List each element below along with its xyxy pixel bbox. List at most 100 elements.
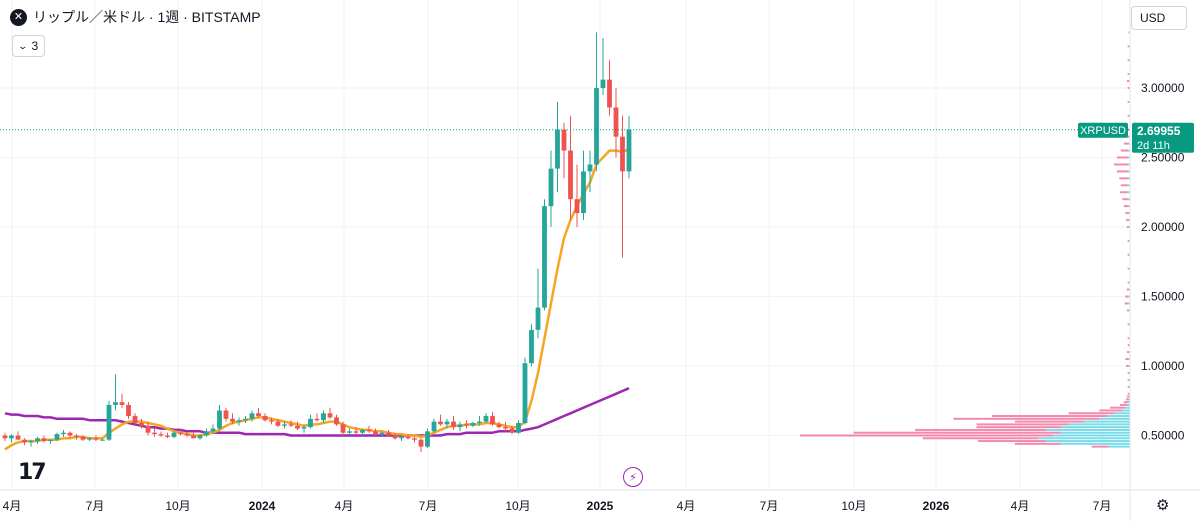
x-tick-label: 7月 xyxy=(1093,499,1112,513)
candles xyxy=(2,32,632,453)
volume-bar-down xyxy=(1125,358,1129,361)
volume-bar-down xyxy=(915,428,1046,431)
currency-button[interactable]: USD xyxy=(1131,6,1187,30)
volume-bar-down xyxy=(1120,149,1129,152)
volume-bar-up xyxy=(1125,406,1130,409)
candle-body xyxy=(80,436,86,440)
x-tick-label: 10月 xyxy=(505,499,530,513)
x-tick-label: 7月 xyxy=(86,499,105,513)
settings-icon[interactable]: ⚙ xyxy=(1156,497,1170,514)
volume-bar-up xyxy=(1122,409,1130,412)
symbol-legend[interactable]: ✕ リップル／米ドル · 1週 · BITSTAMP xyxy=(10,7,261,27)
volume-bar-up xyxy=(1128,295,1130,298)
candle-body xyxy=(126,404,131,417)
volume-bar-down xyxy=(1119,177,1129,180)
volume-bar-up xyxy=(1106,415,1130,418)
volume-bar-up xyxy=(1128,198,1130,201)
price-tag-countdown: 2d 11h xyxy=(1137,140,1170,152)
candle-body xyxy=(522,363,528,423)
volume-bar-down xyxy=(1120,184,1128,187)
volume-bar-up xyxy=(1128,205,1130,208)
volume-bar-down xyxy=(800,434,1054,437)
volume-bar-down xyxy=(1127,45,1130,48)
candle-body xyxy=(574,199,580,214)
volume-bar-down xyxy=(1125,295,1129,298)
x-tick-label: 4月 xyxy=(677,499,696,513)
volume-profile xyxy=(800,31,1130,448)
candle-body xyxy=(191,435,196,439)
candle-body xyxy=(555,129,560,169)
volume-bar-down xyxy=(1120,191,1128,194)
candle-body xyxy=(444,421,450,425)
ma-slow-line xyxy=(4,387,630,437)
candle-body xyxy=(405,436,411,439)
candle-body xyxy=(334,417,339,425)
volume-bar-down xyxy=(1128,31,1130,34)
x-tick-label: 2025 xyxy=(587,499,614,513)
volume-bar-down xyxy=(1113,163,1128,166)
volume-bar-down xyxy=(1126,365,1129,367)
y-tick-label: 0.50000 xyxy=(1141,429,1185,443)
candle-body xyxy=(35,438,40,442)
candle-body xyxy=(22,439,27,443)
volume-bar-down xyxy=(1127,239,1130,242)
moving-averages xyxy=(4,148,630,451)
ma-fast-line xyxy=(4,148,630,451)
volume-bar-down xyxy=(922,437,1038,440)
volume-bar-down xyxy=(1127,323,1130,326)
volume-bar-up xyxy=(1037,437,1130,440)
candle-body xyxy=(581,171,586,214)
volume-bar-up xyxy=(1127,403,1130,406)
volume-bar-down xyxy=(1125,212,1130,215)
candle-body xyxy=(230,418,235,422)
volume-bar-down xyxy=(1127,87,1130,89)
candle-body xyxy=(594,88,599,165)
price-tag: XRPUSD 2.69955 2d 11h xyxy=(0,122,1194,153)
volume-bar-down xyxy=(1091,445,1109,448)
volume-bar-down xyxy=(1126,80,1130,83)
chevron-down-icon: ⌄ xyxy=(17,40,29,51)
volume-bar-up xyxy=(1127,191,1130,194)
candle-body xyxy=(41,438,47,442)
volume-bar-down xyxy=(1126,226,1130,228)
tradingview-logo-icon: 17 xyxy=(18,460,47,485)
volume-bar-down xyxy=(1014,420,1084,423)
indicator-count: 3 xyxy=(31,39,39,53)
symbol-title: リップル／米ドル · 1週 · BITSTAMP xyxy=(33,9,261,25)
lightning-icon[interactable]: ⚡ xyxy=(623,467,643,487)
indicators-toggle-button[interactable]: ⌄ 3 xyxy=(12,35,46,57)
volume-bar-up xyxy=(1108,445,1130,448)
volume-bar-down xyxy=(1126,219,1130,222)
y-tick-label: 3.00000 xyxy=(1141,81,1185,95)
candle-body xyxy=(568,150,573,200)
volume-bar-down xyxy=(1127,337,1130,340)
candle-body xyxy=(132,416,138,423)
candle-body xyxy=(347,431,352,433)
candle-body xyxy=(607,79,612,108)
volume-bar-up xyxy=(1127,163,1130,166)
candle-body xyxy=(386,432,391,436)
x-tick-label: 4月 xyxy=(3,499,22,513)
volume-bar-up xyxy=(1128,177,1130,180)
candle-body xyxy=(321,413,326,421)
volume-bar-up xyxy=(1068,423,1130,426)
candle-body xyxy=(477,421,482,423)
volume-bar-down xyxy=(1126,395,1130,398)
candle-body xyxy=(61,432,66,435)
volume-bar-up xyxy=(1128,142,1130,145)
candle-body xyxy=(438,421,443,425)
ticker-tag-bg xyxy=(1078,122,1128,138)
candle-body xyxy=(366,429,372,432)
volume-bar-down xyxy=(1122,198,1129,201)
candle-body xyxy=(483,416,489,422)
candle-body xyxy=(113,402,118,405)
volume-bar-up xyxy=(1045,428,1130,431)
volume-bar-down xyxy=(1127,378,1130,381)
candle-body xyxy=(249,413,255,419)
volume-bar-down xyxy=(1127,267,1130,270)
volume-bar-down xyxy=(1127,73,1130,76)
volume-bar-down xyxy=(1127,59,1130,62)
candle-body xyxy=(54,434,60,440)
